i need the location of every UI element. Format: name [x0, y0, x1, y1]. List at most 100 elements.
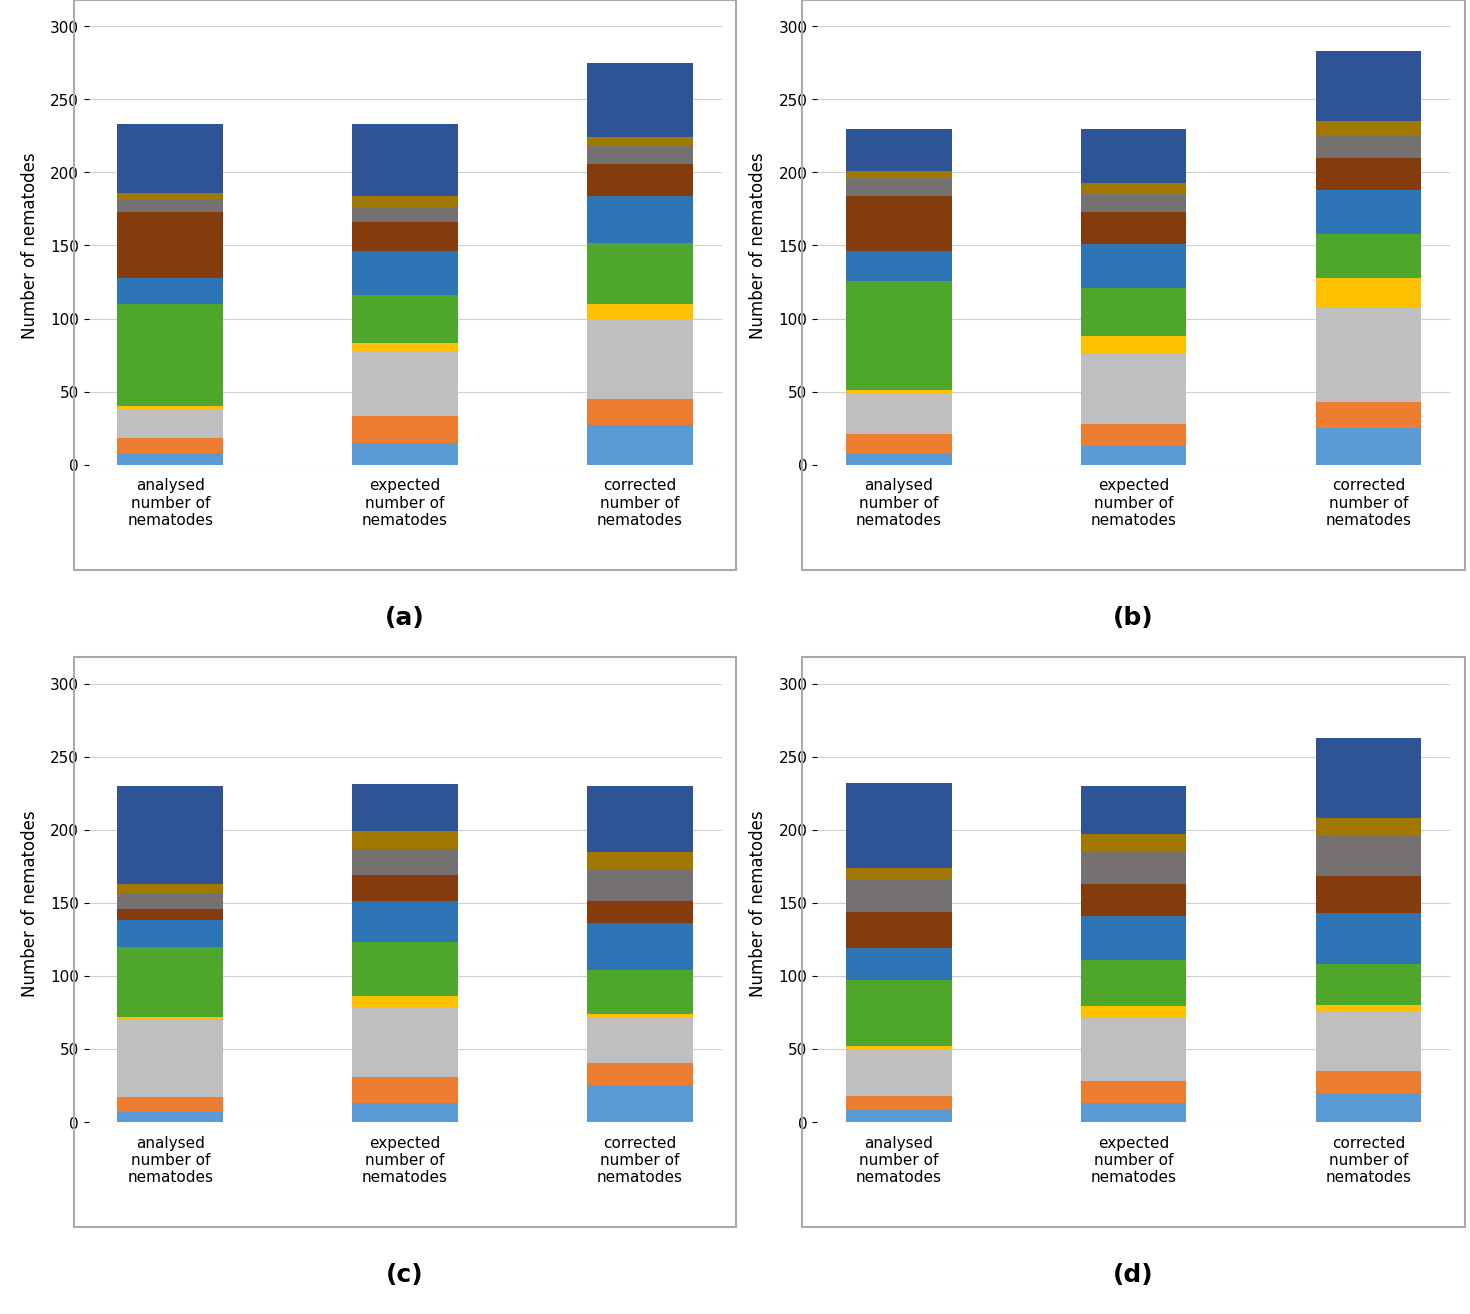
- Bar: [845, 912, 951, 949]
- Bar: [1314, 1093, 1420, 1122]
- Bar: [845, 196, 951, 252]
- Bar: [351, 351, 457, 417]
- Bar: [587, 851, 692, 870]
- Y-axis label: Number of nematodes: Number of nematodes: [21, 809, 38, 996]
- Bar: [845, 390, 951, 393]
- Bar: [1080, 884, 1186, 916]
- Bar: [351, 196, 457, 208]
- Bar: [845, 867, 951, 879]
- Bar: [845, 453, 951, 465]
- Bar: [587, 138, 692, 147]
- Bar: [1314, 964, 1420, 1005]
- Bar: [118, 894, 223, 909]
- Bar: [845, 171, 951, 179]
- Bar: [587, 305, 692, 319]
- Bar: [118, 410, 223, 439]
- Bar: [845, 1096, 951, 1110]
- Bar: [118, 909, 223, 920]
- Y-axis label: Number of nematodes: Number of nematodes: [748, 152, 767, 339]
- Bar: [118, 406, 223, 410]
- Bar: [1080, 1007, 1186, 1018]
- Bar: [587, 426, 692, 465]
- Text: (a): (a): [385, 606, 425, 629]
- Bar: [587, 164, 692, 196]
- Bar: [845, 980, 951, 1046]
- Bar: [1080, 353, 1186, 424]
- Bar: [1314, 913, 1420, 964]
- Bar: [1080, 424, 1186, 445]
- Bar: [587, 319, 692, 399]
- Bar: [1080, 1081, 1186, 1102]
- Bar: [351, 832, 457, 849]
- Bar: [1314, 122, 1420, 137]
- Bar: [1314, 158, 1420, 191]
- Bar: [351, 208, 457, 222]
- Bar: [1314, 428, 1420, 465]
- Text: (c): (c): [387, 1263, 423, 1286]
- Bar: [845, 1049, 951, 1096]
- Bar: [118, 201, 223, 213]
- Text: (b): (b): [1113, 606, 1154, 629]
- Bar: [587, 901, 692, 924]
- Bar: [1314, 279, 1420, 307]
- Bar: [118, 786, 223, 884]
- Bar: [845, 783, 951, 867]
- Bar: [587, 1063, 692, 1085]
- Bar: [1080, 834, 1186, 851]
- Bar: [1080, 916, 1186, 961]
- Bar: [351, 296, 457, 344]
- Bar: [351, 344, 457, 351]
- Bar: [1314, 1013, 1420, 1071]
- Bar: [1080, 786, 1186, 834]
- Bar: [1314, 819, 1420, 836]
- Bar: [351, 125, 457, 196]
- Bar: [351, 849, 457, 875]
- Bar: [1080, 213, 1186, 244]
- Bar: [351, 875, 457, 901]
- Bar: [1080, 129, 1186, 183]
- Bar: [1314, 836, 1420, 876]
- Bar: [1080, 961, 1186, 1007]
- Bar: [587, 970, 692, 1014]
- Bar: [351, 996, 457, 1008]
- Bar: [1314, 1071, 1420, 1093]
- Bar: [351, 252, 457, 296]
- Bar: [1314, 51, 1420, 122]
- Bar: [1080, 1018, 1186, 1081]
- Bar: [118, 439, 223, 453]
- Bar: [351, 1076, 457, 1102]
- Bar: [351, 901, 457, 942]
- Bar: [118, 1020, 223, 1097]
- Bar: [351, 784, 457, 832]
- Bar: [118, 920, 223, 947]
- Bar: [1080, 183, 1186, 194]
- Bar: [587, 870, 692, 901]
- Bar: [351, 1008, 457, 1076]
- Bar: [1314, 402, 1420, 428]
- Bar: [1080, 336, 1186, 353]
- Bar: [118, 1097, 223, 1112]
- Y-axis label: Number of nematodes: Number of nematodes: [21, 152, 38, 339]
- Bar: [1080, 1102, 1186, 1122]
- Bar: [845, 281, 951, 390]
- Bar: [1314, 876, 1420, 913]
- Bar: [118, 305, 223, 406]
- Bar: [587, 63, 692, 138]
- Bar: [587, 147, 692, 164]
- Bar: [845, 252, 951, 281]
- Bar: [351, 417, 457, 443]
- Bar: [118, 947, 223, 1017]
- Bar: [118, 1017, 223, 1020]
- Bar: [1314, 137, 1420, 158]
- Bar: [1080, 851, 1186, 884]
- Bar: [587, 1085, 692, 1122]
- Bar: [351, 942, 457, 996]
- Bar: [118, 884, 223, 894]
- Bar: [845, 879, 951, 912]
- Bar: [587, 786, 692, 851]
- Bar: [1314, 234, 1420, 279]
- Bar: [118, 453, 223, 465]
- Bar: [1080, 288, 1186, 336]
- Bar: [1314, 1005, 1420, 1013]
- Bar: [587, 196, 692, 243]
